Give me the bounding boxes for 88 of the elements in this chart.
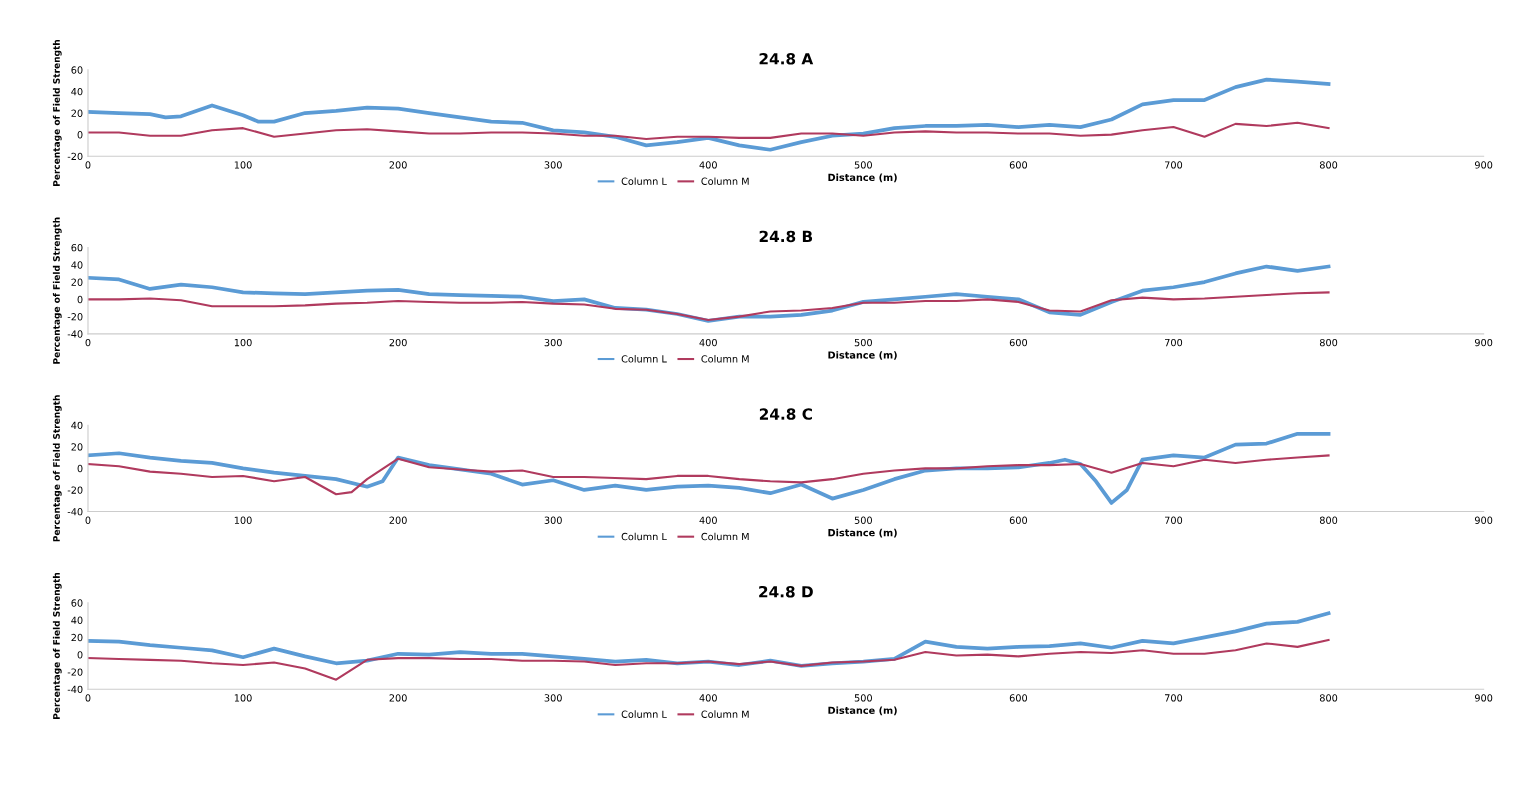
- y-tick-label: 0: [77, 464, 83, 473]
- chart-title: 24.8 C: [759, 408, 812, 420]
- x-tick-label: 200: [389, 338, 407, 347]
- x-tick-label: 0: [85, 694, 91, 702]
- y-axis-title: Percentage of Field Strength: [52, 217, 62, 364]
- legend-label: Column M: [701, 177, 749, 185]
- y-tick-label: 40: [71, 616, 83, 624]
- legend-label: Column L: [621, 532, 667, 541]
- x-tick-label: 500: [854, 338, 872, 347]
- y-tick-label: 60: [71, 244, 83, 252]
- legend-label: Column M: [701, 710, 749, 718]
- x-tick-label: 700: [1165, 338, 1183, 347]
- y-tick-label: -40: [67, 685, 83, 694]
- x-tick-label: 200: [389, 694, 407, 702]
- x-tick-label: 900: [1474, 161, 1493, 169]
- chart-title: 24.8 B: [759, 230, 813, 243]
- x-tick-label: 700: [1165, 516, 1183, 524]
- x-tick-label: 700: [1165, 694, 1183, 702]
- x-tick-label: 800: [1319, 516, 1338, 524]
- x-tick-label: 900: [1474, 694, 1493, 702]
- legend-label: Column M: [701, 355, 749, 363]
- line-series: [87, 454, 1330, 496]
- x-axis-title: Distance (m): [828, 706, 897, 716]
- legend-label: Column M: [701, 532, 749, 541]
- x-axis-title: Distance (m): [828, 173, 897, 183]
- y-tick-label: 0: [77, 295, 83, 304]
- y-tick-label: -20: [67, 313, 83, 321]
- y-tick-label: -20: [67, 152, 83, 161]
- chart-title: 24.8 A: [759, 52, 814, 65]
- y-tick-label: 20: [71, 278, 83, 286]
- x-tick-label: 300: [544, 338, 562, 347]
- y-tick-label: 40: [71, 87, 83, 96]
- x-tick-label: 500: [854, 516, 872, 524]
- x-tick-label: 900: [1474, 516, 1493, 524]
- x-tick-label: 300: [544, 694, 562, 702]
- x-tick-label: 500: [854, 694, 872, 702]
- x-tick-label: 0: [85, 516, 91, 524]
- x-tick-label: 400: [699, 694, 717, 702]
- x-tick-label: 300: [544, 516, 562, 524]
- y-tick-label: 40: [71, 261, 83, 269]
- x-tick-label: 0: [85, 161, 91, 169]
- x-tick-label: 400: [699, 516, 717, 524]
- line-series: [87, 638, 1330, 681]
- legend-label: Column L: [621, 710, 667, 718]
- y-tick-label: -40: [67, 330, 83, 338]
- y-tick-label: 20: [71, 633, 83, 642]
- x-axis-title: Distance (m): [828, 528, 897, 538]
- x-tick-label: 500: [854, 161, 872, 169]
- y-tick-label: 40: [71, 421, 83, 430]
- x-tick-label: 100: [234, 694, 252, 702]
- x-tick-label: 600: [1009, 516, 1028, 524]
- line-series: [87, 121, 1330, 140]
- y-tick-label: 60: [71, 599, 83, 607]
- x-tick-label: 200: [389, 516, 407, 524]
- y-tick-label: 0: [77, 651, 83, 659]
- y-tick-label: 20: [71, 109, 83, 117]
- line-series: [87, 291, 1330, 322]
- x-tick-label: 400: [699, 161, 717, 169]
- x-tick-label: 100: [234, 516, 252, 524]
- y-tick-label: 20: [71, 443, 83, 451]
- x-tick-label: 300: [544, 161, 562, 169]
- x-tick-label: 800: [1319, 694, 1338, 702]
- x-axis-title: Distance (m): [828, 351, 897, 360]
- y-tick-label: 60: [71, 66, 83, 74]
- x-tick-label: 400: [699, 338, 717, 347]
- x-tick-label: 900: [1474, 338, 1493, 347]
- x-tick-label: 800: [1319, 338, 1338, 347]
- legend-label: Column L: [621, 355, 667, 363]
- x-tick-label: 100: [234, 338, 252, 347]
- y-tick-label: -20: [67, 668, 83, 676]
- chart-title: 24.8 D: [759, 585, 813, 598]
- x-tick-label: 100: [234, 161, 252, 169]
- y-axis-title: Percentage of Field Strength: [52, 572, 62, 719]
- x-tick-label: 600: [1009, 694, 1028, 702]
- line-series: [87, 77, 1331, 152]
- y-axis-title: Percentage of Field Strength: [52, 39, 62, 187]
- y-tick-label: -40: [67, 508, 83, 516]
- x-tick-label: 800: [1319, 161, 1338, 169]
- y-axis-title: Percentage of Field Strength: [52, 395, 62, 542]
- line-series: [87, 431, 1331, 505]
- x-tick-label: 700: [1165, 161, 1183, 169]
- x-tick-label: 0: [85, 338, 91, 347]
- x-tick-label: 600: [1009, 338, 1028, 347]
- legend-label: Column L: [621, 177, 667, 185]
- y-tick-label: -20: [67, 486, 83, 494]
- x-tick-label: 600: [1009, 161, 1028, 169]
- x-tick-label: 200: [389, 161, 407, 169]
- y-tick-label: 0: [77, 131, 83, 139]
